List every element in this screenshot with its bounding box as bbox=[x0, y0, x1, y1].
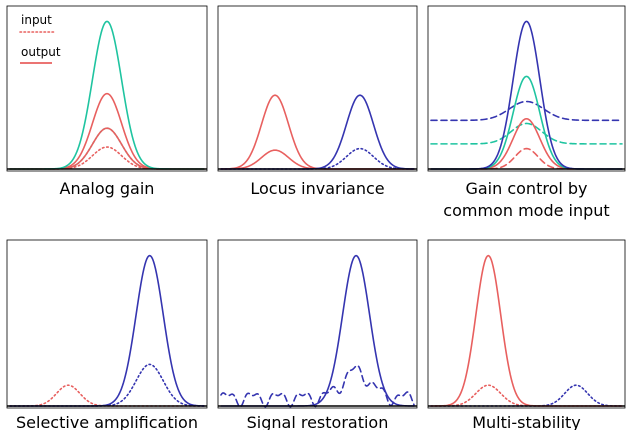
panel-2: Locus invariance bbox=[217, 5, 418, 198]
panel-caption: Gain control by bbox=[465, 179, 587, 198]
panel-caption: Selective amplification bbox=[16, 413, 198, 430]
panel-4: Selective amplification bbox=[6, 239, 208, 430]
curve-teal-dashed bbox=[430, 122, 623, 145]
panel-frame bbox=[217, 5, 418, 172]
legend-output-label: output bbox=[21, 45, 61, 59]
panel-caption: Locus invariance bbox=[250, 179, 384, 198]
panel-frame bbox=[6, 239, 208, 409]
panel-5: Signal restoration bbox=[217, 239, 418, 430]
curve-blue-dashed bbox=[220, 364, 415, 408]
panel-frame bbox=[6, 5, 208, 172]
panel-1: Analog gain bbox=[6, 5, 208, 198]
panel-3: Gain control by common mode input bbox=[427, 5, 626, 220]
panel-caption: Analog gain bbox=[60, 179, 155, 198]
panel-frame bbox=[427, 239, 626, 409]
curve-blue-dashed bbox=[430, 100, 623, 122]
panel-6: Multi-stability bbox=[427, 239, 626, 430]
panel-caption: Signal restoration bbox=[247, 413, 389, 430]
panel-caption: Multi-stability bbox=[472, 413, 581, 430]
panel-caption: common mode input bbox=[443, 201, 609, 220]
legend-input-label: input bbox=[21, 13, 52, 27]
legend: input output bbox=[19, 13, 61, 64]
panel-frame bbox=[427, 5, 626, 172]
panels-layer: Analog gain Locus invariance Gain control … bbox=[6, 5, 626, 430]
panel-frame bbox=[217, 239, 418, 409]
